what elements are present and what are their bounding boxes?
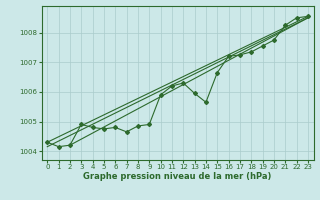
X-axis label: Graphe pression niveau de la mer (hPa): Graphe pression niveau de la mer (hPa) — [84, 172, 272, 181]
